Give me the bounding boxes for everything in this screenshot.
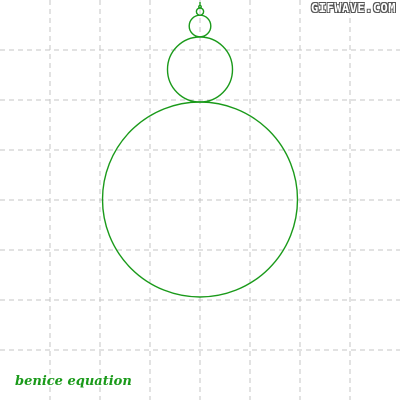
watermark-logo: GIFWAVE.COM (311, 1, 396, 15)
caption-label: benice equation (15, 374, 132, 389)
curve (101, 2, 299, 298)
circle-micro (198, 4, 202, 9)
